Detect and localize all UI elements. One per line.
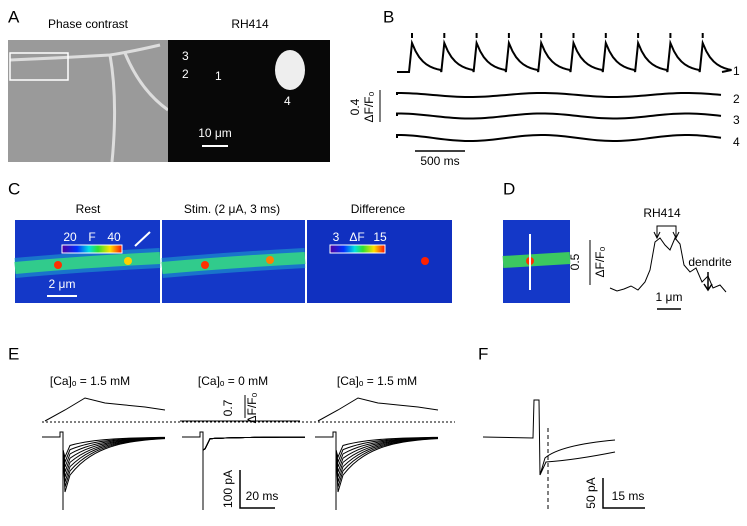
- scale-label: 100 pA: [221, 470, 235, 508]
- trace: [396, 91, 722, 98]
- site-label: 1: [215, 69, 222, 83]
- current-trace: [202, 436, 306, 451]
- current-trace: [202, 436, 306, 451]
- soma: [275, 50, 305, 90]
- site-label: 2: [182, 67, 189, 81]
- trace: [396, 133, 722, 142]
- current-trace: [202, 436, 306, 451]
- scale-label: 50 pA: [584, 477, 598, 508]
- panel-label: B: [383, 7, 394, 26]
- scale-label: 20 ms: [246, 489, 279, 503]
- current-trace: [202, 436, 306, 451]
- image-title: Phase contrast: [48, 17, 129, 31]
- stim-artifact: [315, 431, 337, 510]
- current-trace: [335, 438, 439, 493]
- current-trace: [482, 399, 616, 476]
- fluorescence-image: [168, 40, 330, 162]
- profile-trace: [609, 237, 727, 293]
- colorbar: [329, 244, 386, 254]
- panel-label: A: [8, 7, 20, 26]
- unit-label: ΔF/F₀: [362, 91, 376, 122]
- scale-label: 2 μm: [49, 277, 76, 291]
- trace-label: 4: [733, 135, 740, 149]
- fluorescence-trace: [44, 397, 166, 422]
- panel-label: C: [8, 179, 20, 198]
- stim-artifact: [182, 431, 204, 510]
- site-label: 4: [284, 94, 291, 108]
- colorbar: [61, 244, 123, 254]
- image-row: [14, 220, 452, 303]
- bracket: [653, 225, 680, 240]
- trace-label: 1: [733, 64, 740, 78]
- scale-bar: [239, 470, 275, 509]
- trace-label: 2: [733, 92, 740, 106]
- current-trace: [202, 436, 306, 451]
- trace: [396, 112, 722, 120]
- current-trace: [62, 438, 166, 493]
- arrow: [703, 272, 713, 292]
- condition-label: [Ca]ₒ = 1.5 mM: [50, 374, 130, 388]
- image-title: Rest: [76, 202, 101, 216]
- colorbar-label: F: [88, 230, 95, 244]
- roi-box: [9, 52, 69, 81]
- panel-label: E: [8, 344, 19, 363]
- colorbar-label: 3: [333, 230, 340, 244]
- unit-label: ΔF/F₀: [593, 246, 607, 277]
- scale-label: 0.4: [348, 98, 362, 115]
- image-title: Stim. (2 μA, 3 ms): [184, 202, 280, 216]
- site-label: 3: [182, 49, 189, 63]
- panel-label: F: [478, 344, 488, 363]
- colorbar-label: ΔF: [349, 230, 364, 244]
- scale-label: 10 μm: [198, 126, 232, 140]
- condition-label: [Ca]ₒ = 0 mM: [198, 374, 268, 388]
- scale-label: 0.7: [221, 399, 235, 416]
- bracket-label: RH414: [643, 206, 681, 220]
- current-trace: [202, 436, 306, 451]
- stim-artifact: [42, 431, 64, 510]
- current-trace: [202, 436, 306, 451]
- trace-label: 3: [733, 113, 740, 127]
- panel-label: D: [503, 179, 515, 198]
- scale-label: 500 ms: [420, 154, 459, 168]
- image-title: RH414: [231, 17, 269, 31]
- colorbar-label: 15: [373, 230, 387, 244]
- colorbar-label: 20: [63, 230, 77, 244]
- scale-label: 15 ms: [612, 489, 645, 503]
- fluorescence-trace: [317, 397, 439, 422]
- trace: [397, 39, 732, 73]
- scale-label: 1 μm: [656, 290, 683, 304]
- colorbar-label: 40: [107, 230, 121, 244]
- condition-label: [Ca]ₒ = 1.5 mM: [337, 374, 417, 388]
- unit-label: ΔF/F₀: [245, 392, 259, 423]
- dendrite-image: [502, 252, 571, 268]
- current-trace: [202, 436, 306, 451]
- image-title: Difference: [351, 202, 406, 216]
- scale-label: 0.5: [568, 253, 582, 270]
- scale-bar: [602, 478, 645, 509]
- arrow-label: dendrite: [688, 255, 732, 269]
- neurite: [9, 43, 169, 163]
